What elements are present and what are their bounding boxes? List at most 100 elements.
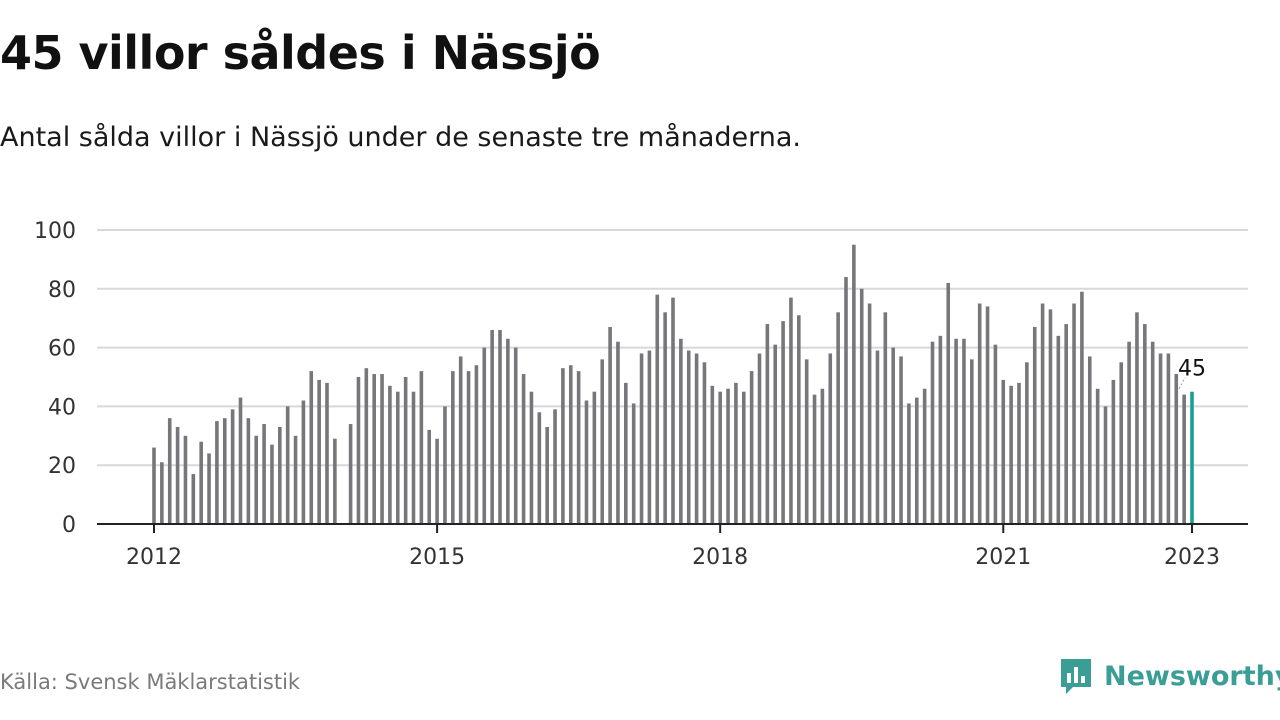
bar [262,424,266,524]
bar [608,327,612,524]
bar [985,306,990,524]
bar [1143,324,1147,524]
bar [663,312,667,524]
bar [490,329,494,524]
bar [183,435,188,524]
bar [899,356,903,524]
y-tick-label: 40 [48,395,76,420]
y-tick-label: 100 [34,219,76,244]
bar [970,359,974,524]
bar [679,338,683,524]
bar [797,315,801,524]
bar [1048,309,1053,524]
bar [859,288,864,524]
y-tick-label: 0 [62,513,76,538]
x-tick-label: 2021 [975,545,1031,570]
bar [325,382,329,524]
bar [222,418,227,524]
bar [191,474,196,524]
bar [167,418,172,524]
bar [836,312,840,524]
bar [301,400,306,524]
bar [537,412,542,524]
bar [624,382,628,524]
bar [356,377,361,524]
bar [789,297,793,524]
bar [1111,379,1116,524]
source-note: Källa: Svensk Mäklarstatistik [0,670,301,694]
bar [1032,327,1037,524]
bar [1127,341,1131,524]
bar [718,391,722,524]
bar [1017,382,1021,524]
bar [1072,303,1076,524]
bar-chart: 0 20 40 60 80 100 2012 2015 2018 2021 2023 45 [34,219,1248,570]
brand: Newsworthy [1058,654,1280,698]
bar [175,426,180,524]
bar [977,303,982,524]
bar [631,403,636,524]
bar [568,365,573,524]
bar [238,397,243,524]
bar [576,371,581,524]
bar [781,321,785,524]
bar [458,356,463,524]
bar [852,244,856,524]
bar [773,344,778,524]
bar [765,324,770,524]
bar [1064,324,1068,524]
bar [694,353,699,524]
bar [513,347,518,524]
bar [741,391,746,524]
bar [726,388,730,524]
bar [1009,385,1013,524]
y-tick-label: 20 [48,454,76,479]
bar [907,403,911,524]
bar [403,377,408,524]
bar [278,426,282,524]
bar [199,441,203,524]
x-tick-label: 2015 [409,545,465,570]
bar [647,350,652,524]
bar [804,359,809,524]
bar [584,400,589,524]
bar [553,409,557,524]
bar [561,368,565,524]
bar [427,429,432,524]
bar [686,350,691,524]
bar [812,394,817,524]
bar [285,406,290,524]
bar [529,391,534,524]
bar [1174,374,1179,524]
bar [600,359,605,524]
bar [333,438,337,524]
bar [1119,362,1124,524]
bar [443,406,447,524]
bar [293,435,298,524]
bar [419,371,424,524]
bar [451,371,455,524]
bar [891,347,895,524]
bar [372,374,376,524]
bar [828,353,833,524]
bar [1087,356,1092,524]
bar [867,303,872,524]
bar [1166,353,1171,524]
x-tick-label: 2023 [1164,545,1220,570]
bar [1103,406,1108,524]
bar [474,365,479,524]
bar [207,453,211,524]
bar-chart-logo-icon [1061,659,1091,694]
bar [466,371,471,524]
bar [1158,353,1163,524]
bar [702,362,707,524]
bar [1150,341,1155,524]
bar [246,418,251,524]
y-tick-label: 80 [48,278,76,303]
bar [395,391,400,524]
bar [215,421,219,524]
bar [883,312,888,524]
bar [757,353,762,524]
bar [435,438,439,524]
bar [230,409,235,524]
